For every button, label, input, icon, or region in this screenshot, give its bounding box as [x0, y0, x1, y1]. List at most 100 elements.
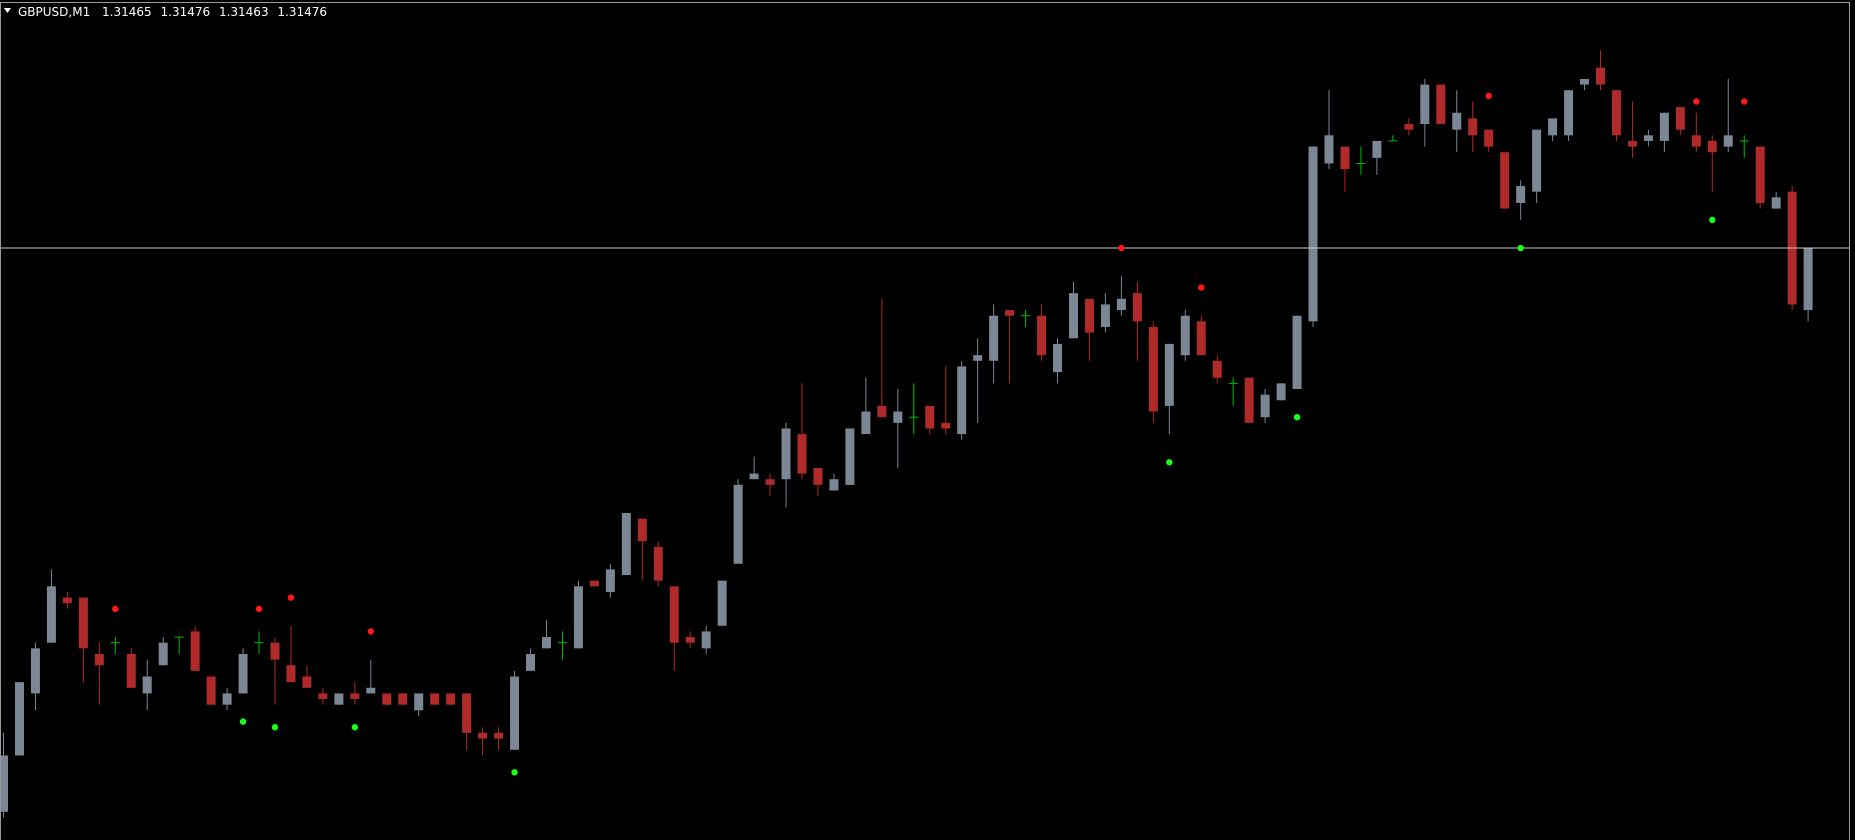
last-open: 1.31465 — [102, 5, 152, 19]
candle-body — [1723, 135, 1733, 147]
candle-body — [62, 597, 72, 604]
buy-signal-dot — [1166, 459, 1173, 466]
candle-body — [941, 422, 951, 429]
candle-body — [957, 366, 967, 435]
candle-body — [1516, 186, 1526, 203]
candle-body — [1548, 118, 1558, 136]
candle-body — [1212, 360, 1222, 378]
candle-body — [749, 473, 759, 480]
candle-body — [1484, 129, 1494, 147]
candle-body — [685, 637, 695, 643]
candle-body — [1260, 394, 1270, 418]
sell-signal-dot — [367, 628, 375, 635]
candle-body — [1308, 146, 1318, 322]
buy-signal-dot — [271, 724, 279, 731]
candle-body — [1276, 383, 1286, 401]
candle-body — [494, 732, 504, 739]
candle-body — [1691, 135, 1701, 147]
candle-body — [1132, 293, 1142, 322]
candle-body — [1436, 84, 1446, 125]
candle-body — [669, 586, 679, 643]
candle-body — [621, 513, 631, 576]
candle-body — [286, 665, 296, 683]
candle-body — [1180, 315, 1190, 356]
candle-body — [1148, 326, 1158, 412]
candle-body — [1452, 112, 1462, 130]
candle-body — [398, 693, 408, 705]
candle-body — [1580, 78, 1590, 85]
candle-body — [366, 687, 376, 694]
candle-body — [1372, 140, 1382, 158]
candle-body — [414, 693, 424, 711]
candle-body — [14, 682, 24, 756]
candle-body — [717, 580, 727, 626]
buy-signal-dot — [1293, 413, 1301, 421]
candle-body — [334, 693, 344, 705]
candle-body — [446, 693, 456, 705]
candle-body — [94, 653, 104, 666]
candle-body — [1420, 84, 1430, 125]
candle-body — [1596, 67, 1605, 85]
plot-area — [0, 50, 1849, 818]
buy-signal-dot — [239, 718, 247, 725]
last-close: 1.31476 — [277, 5, 327, 19]
sell-signal-dot — [1693, 98, 1700, 105]
candle-body — [605, 569, 615, 592]
candle-body — [318, 693, 328, 700]
candle-body — [1196, 321, 1206, 356]
candle-body — [765, 479, 775, 485]
candle-body — [589, 580, 599, 587]
candle-body — [1292, 315, 1302, 389]
candle-body — [126, 653, 136, 688]
candle-body — [478, 732, 488, 739]
sell-signal-dot — [255, 605, 263, 613]
candle-body — [1771, 197, 1781, 209]
candle-body — [1675, 107, 1685, 130]
candle-body — [1005, 310, 1015, 316]
candle-body — [1053, 343, 1063, 373]
candle-body — [781, 428, 791, 480]
candle-body — [190, 631, 200, 671]
candle-body — [238, 653, 248, 694]
sell-signal-dot — [1485, 92, 1492, 100]
buy-signal-dot — [1709, 216, 1716, 224]
candle-body — [1037, 315, 1047, 356]
candle-body — [1755, 146, 1765, 203]
candle-body — [845, 428, 855, 485]
candle-body — [989, 315, 999, 361]
candle-body — [302, 676, 312, 688]
candle-body — [1244, 377, 1254, 423]
candle-body — [1340, 146, 1350, 170]
candle-body — [573, 586, 583, 649]
candle-body — [270, 642, 280, 660]
candle-body — [78, 597, 88, 649]
candle-body — [510, 676, 520, 750]
candle-body — [1100, 304, 1110, 327]
candle-body — [877, 405, 887, 418]
candle-body — [1164, 343, 1174, 406]
candle-body — [1404, 124, 1414, 130]
candle-body — [1468, 118, 1478, 136]
candle-body — [0, 755, 8, 812]
candle-body — [1068, 293, 1078, 339]
candle-body — [733, 484, 743, 564]
candle-body — [893, 411, 903, 423]
sell-signal-dot — [1198, 284, 1205, 291]
candle-body — [973, 355, 983, 361]
sell-signal-dot — [287, 594, 295, 601]
candle-body — [1707, 140, 1717, 153]
candle-body — [462, 693, 472, 733]
candle-body — [1324, 135, 1334, 164]
candle-body — [350, 693, 360, 700]
candle-body — [30, 648, 40, 694]
candle-body — [1803, 248, 1813, 311]
symbol-title: GBPUSD,M1 — [18, 5, 90, 19]
candle-body — [637, 518, 647, 542]
candle-body — [861, 411, 871, 435]
menu-arrow[interactable] — [4, 8, 11, 13]
candle-body — [797, 434, 807, 474]
candle-body — [222, 693, 232, 705]
